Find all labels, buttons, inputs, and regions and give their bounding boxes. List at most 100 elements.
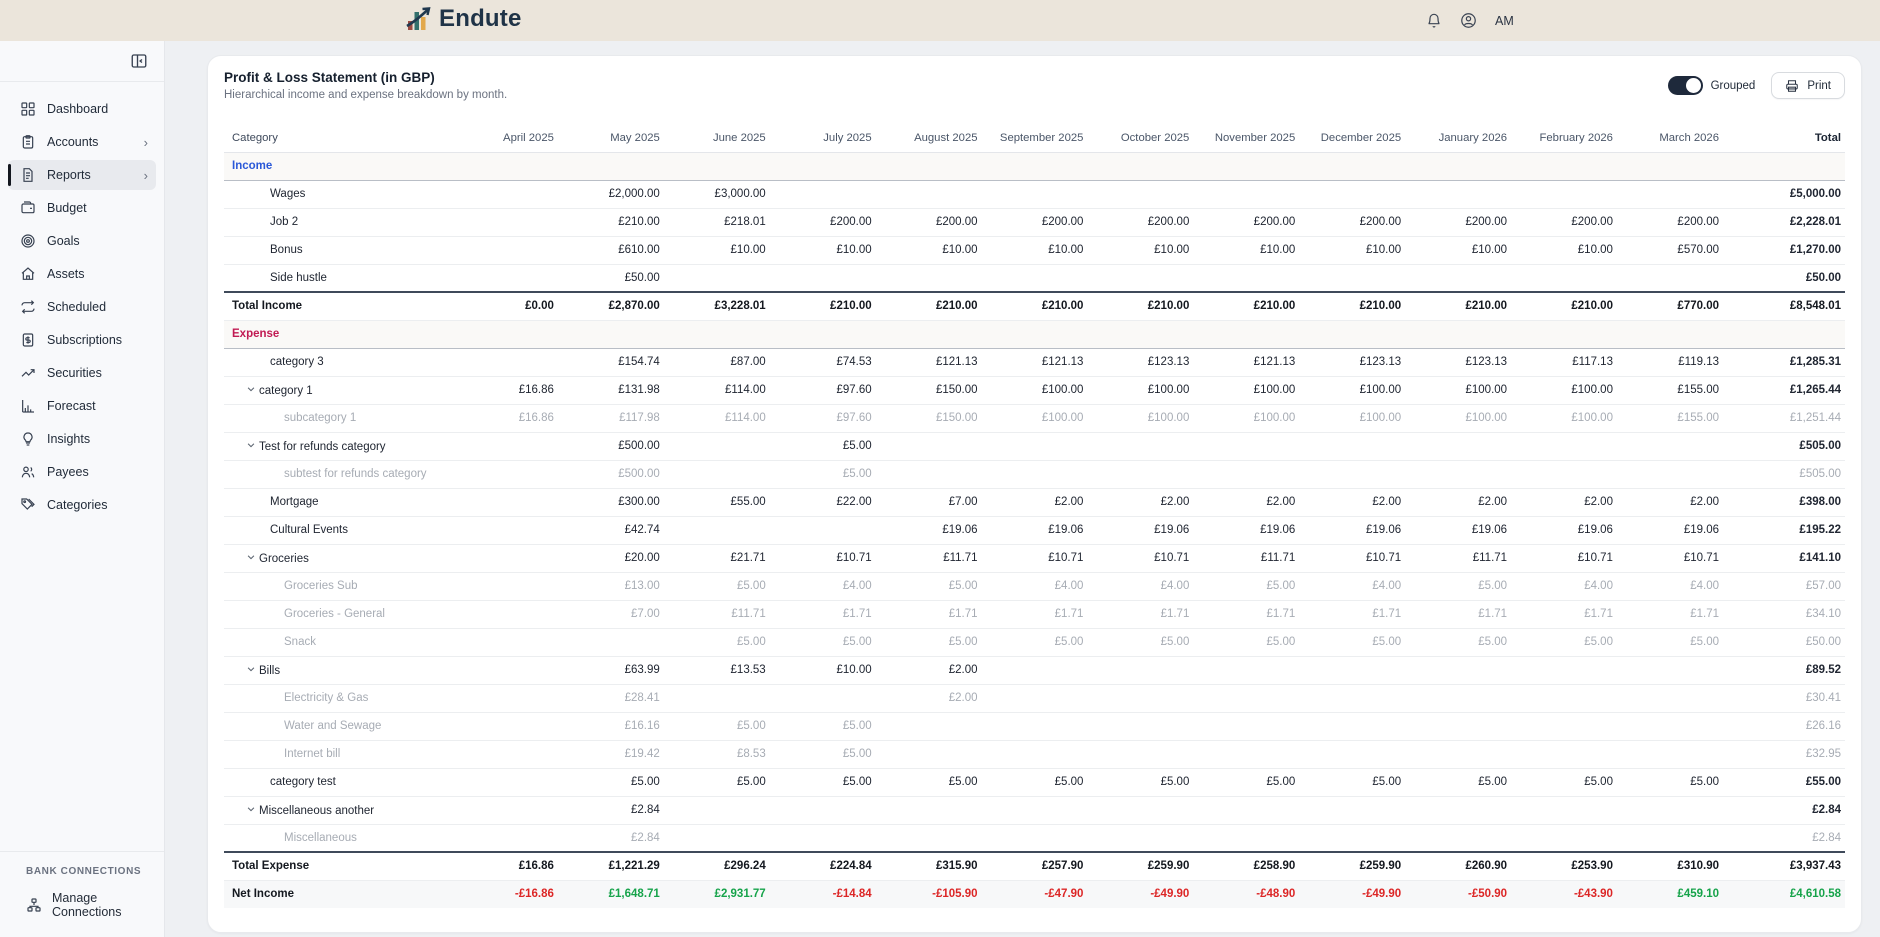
amount-cell [452, 544, 558, 573]
sidebar-item-subscriptions[interactable]: Subscriptions [8, 325, 156, 355]
amount-cell: £1.71 [1511, 600, 1617, 629]
categories-icon [20, 497, 36, 513]
chevron-down-icon[interactable] [246, 552, 259, 565]
sidebar-item-accounts[interactable]: Accounts › [8, 127, 156, 157]
chevron-down-icon[interactable] [246, 804, 259, 817]
pnl-table: Category April 2025 May 2025 June 2025 July … [224, 124, 1845, 908]
column-header: Category [224, 124, 452, 153]
amount-cell [452, 236, 558, 265]
amount-cell: £123.13 [1405, 348, 1512, 377]
sidebar-item-label: Scheduled [47, 300, 107, 314]
user-account-icon[interactable] [1460, 12, 1477, 29]
sidebar-item-budget[interactable]: Budget [8, 193, 156, 223]
manage-connections-label: Manage Connections [52, 891, 122, 919]
amount-cell [1193, 656, 1300, 685]
amount-cell: £1.71 [1193, 600, 1300, 629]
amount-cell [663, 516, 770, 545]
amount-cell [769, 264, 876, 293]
grouped-toggle[interactable]: Grouped [1667, 76, 1755, 95]
amount-cell: £1.71 [981, 600, 1088, 629]
sidebar-item-assets[interactable]: Assets [8, 259, 156, 289]
amount-cell [1299, 152, 1406, 181]
amount-cell: £570.00 [1616, 236, 1723, 265]
amount-cell: £100.00 [1405, 376, 1512, 405]
amount-cell: £210.00 [1299, 291, 1406, 321]
sidebar-item-dashboard[interactable]: Dashboard [8, 94, 156, 124]
amount-cell: £11.71 [875, 544, 982, 573]
sidebar-item-manage-connections[interactable]: Manage Connections [0, 891, 164, 919]
amount-cell: -£50.90 [1405, 879, 1512, 908]
amount-cell: £10.00 [1087, 236, 1194, 265]
amount-cell: £3,937.43 [1723, 851, 1845, 881]
sidebar-item-securities[interactable]: Securities [8, 358, 156, 388]
print-button[interactable]: Print [1771, 72, 1845, 99]
amount-cell: -£49.90 [1087, 879, 1194, 908]
sidebar-item-scheduled[interactable]: Scheduled [8, 292, 156, 322]
table-row: Groceries £20.00 £21.71 £10.71 £11.71 £10.71 £… [224, 544, 1845, 573]
amount-cell: £210.00 [769, 291, 876, 321]
category-label: subtest for refunds category [284, 468, 427, 480]
sidebar-item-insights[interactable]: Insights [8, 424, 156, 454]
amount-cell: -£105.90 [875, 879, 982, 908]
table-header-row: Category April 2025 May 2025 June 2025 July … [224, 124, 1845, 153]
amount-cell [1405, 684, 1512, 713]
category-label: Water and Sewage [284, 720, 382, 732]
amount-cell [1193, 432, 1300, 461]
notifications-bell-icon[interactable] [1425, 12, 1442, 29]
sidebar-item-label: Insights [47, 432, 91, 446]
section-row: Income [224, 152, 1845, 181]
toggle-switch[interactable] [1667, 76, 1703, 95]
amount-cell [452, 740, 558, 769]
sidebar-item-reports[interactable]: Reports › [8, 160, 156, 190]
category-cell: category test [224, 768, 452, 797]
amount-cell: £1.71 [1616, 600, 1723, 629]
category-label: Groceries Sub [284, 580, 358, 592]
amount-cell: £114.00 [663, 404, 770, 433]
column-header: November 2025 [1193, 124, 1300, 153]
amount-cell: £5.00 [769, 712, 876, 741]
amount-cell: £150.00 [875, 404, 982, 433]
table-row: Test for refunds category £500.00 £5.00 £50… [224, 432, 1845, 461]
amount-cell [1193, 740, 1300, 769]
user-initials[interactable]: AM [1495, 13, 1514, 28]
amount-cell: £114.00 [663, 376, 770, 405]
sidebar-item-forecast[interactable]: Forecast [8, 391, 156, 421]
sidebar-item-categories[interactable]: Categories [8, 490, 156, 520]
amount-cell: £10.71 [769, 544, 876, 573]
amount-cell: £2,000.00 [557, 180, 664, 209]
chevron-down-icon[interactable] [246, 664, 259, 677]
amount-cell: £2.00 [1087, 488, 1194, 517]
amount-cell [875, 432, 982, 461]
amount-cell: £2.00 [1193, 488, 1300, 517]
amount-cell: £5.00 [875, 628, 982, 657]
amount-cell [1616, 180, 1723, 209]
chevron-down-icon[interactable] [246, 440, 259, 453]
amount-cell: £500.00 [557, 460, 664, 489]
reports-icon [20, 167, 36, 183]
sidebar-item-goals[interactable]: Goals [8, 226, 156, 256]
amount-cell: £1,221.29 [557, 851, 664, 881]
amount-cell: £42.74 [557, 516, 664, 545]
chevron-down-icon[interactable] [246, 384, 259, 397]
amount-cell: £19.06 [875, 516, 982, 545]
amount-cell [1299, 432, 1406, 461]
amount-cell [1511, 432, 1617, 461]
category-cell: Electricity & Gas [224, 684, 452, 713]
bank-connections-section: BANK CONNECTIONS Manage Connections [0, 851, 164, 937]
column-header: Total [1723, 124, 1845, 153]
amount-cell: £218.01 [663, 208, 770, 237]
amount-cell [1193, 180, 1300, 209]
amount-cell: £1,270.00 [1723, 236, 1845, 265]
amount-cell: £19.42 [557, 740, 664, 769]
amount-cell: £100.00 [981, 404, 1088, 433]
category-cell: Snack [224, 628, 452, 657]
amount-cell: £5.00 [1405, 628, 1512, 657]
amount-cell: £5.00 [1405, 768, 1512, 797]
sidebar-item-payees[interactable]: Payees [8, 457, 156, 487]
amount-cell [1087, 824, 1194, 853]
sidebar-collapse-icon[interactable] [130, 52, 148, 70]
amount-cell: £16.86 [452, 376, 558, 405]
amount-cell [875, 152, 982, 181]
sidebar-item-label: Goals [47, 234, 80, 248]
amount-cell [452, 628, 558, 657]
